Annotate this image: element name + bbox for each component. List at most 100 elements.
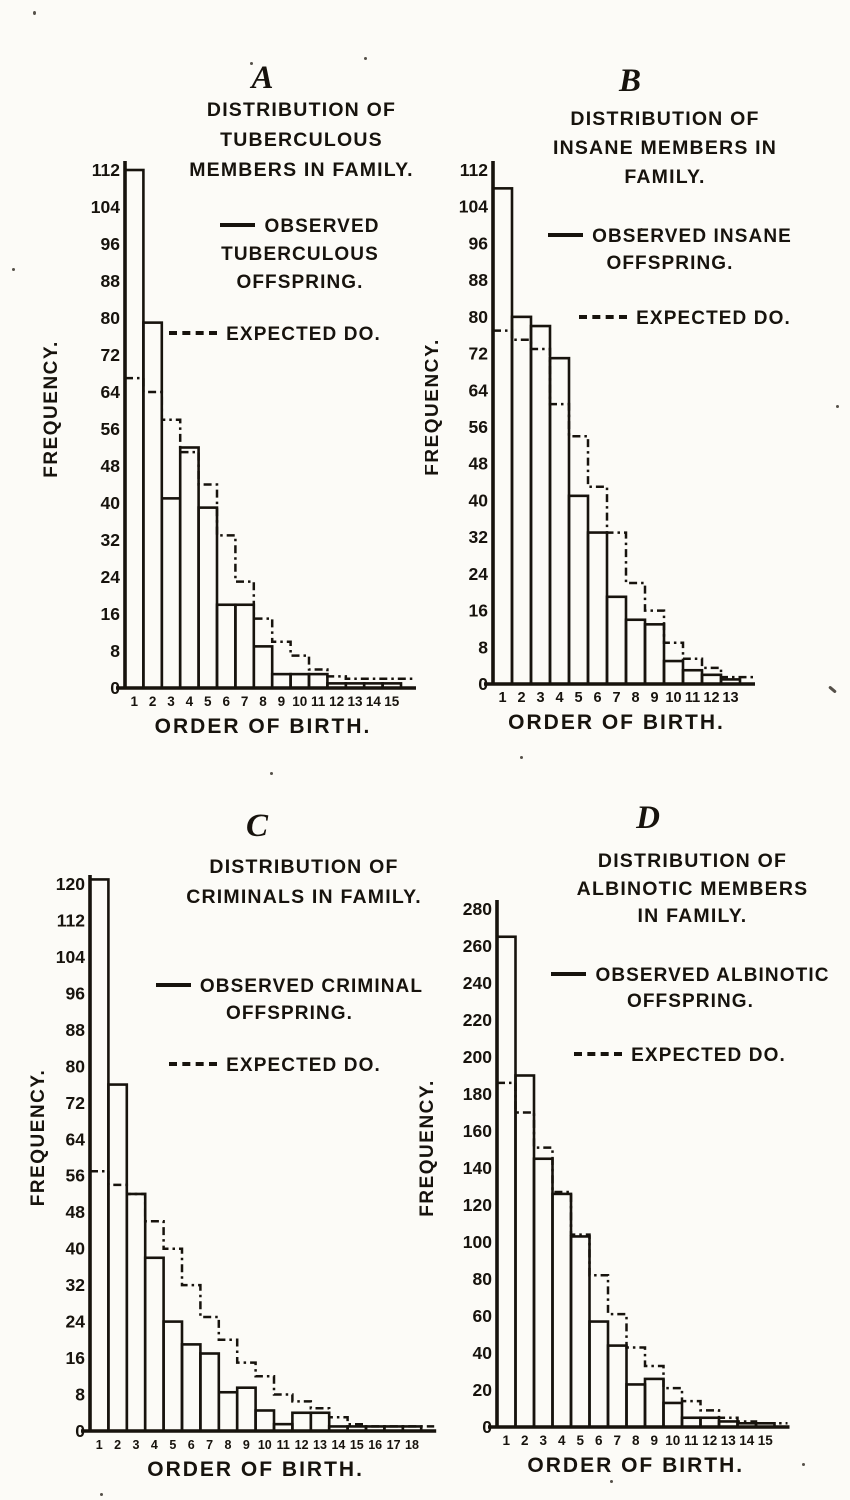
expected-steps-line xyxy=(493,329,753,679)
y-tick-label: 80 xyxy=(469,307,489,327)
scan-speckle xyxy=(12,268,15,271)
observed-bar xyxy=(510,315,533,686)
observed-bar xyxy=(88,878,110,1433)
y-tick-label: 80 xyxy=(473,1269,493,1289)
expected-line-marker xyxy=(169,330,218,335)
x-tick-label: 15 xyxy=(350,1438,364,1452)
chart-a-title-line-1: DISTRIBUTION OF xyxy=(206,99,397,121)
x-tick-label: 7 xyxy=(612,690,620,706)
observed-bars xyxy=(123,168,403,690)
chart-c-legend-expected: EXPECTED DO. xyxy=(115,1052,435,1079)
panel-d: 280 260 240 220 200 180 160 140 120 100 80 60 40 20 0 1… xyxy=(415,788,850,1500)
y-tick-label: 112 xyxy=(92,160,120,180)
y-tick-label: 112 xyxy=(460,160,488,180)
y-tick-label: 64 xyxy=(66,1129,86,1149)
chart-a-legend-expected: EXPECTED DO. xyxy=(105,321,445,348)
y-tick-label: 88 xyxy=(469,270,489,290)
x-axis-label: ORDER OF BIRTH. xyxy=(508,711,725,734)
y-tick-label: 72 xyxy=(469,344,489,364)
x-tick-label: 6 xyxy=(595,1433,603,1448)
y-tick-label: 8 xyxy=(478,637,488,657)
x-axis-label: ORDER OF BIRTH. xyxy=(155,715,372,738)
x-tick-label: 4 xyxy=(151,1438,158,1452)
observed-bar xyxy=(143,1256,165,1433)
y-tick-label: 260 xyxy=(463,936,492,956)
x-tick-label: 9 xyxy=(650,690,658,706)
y-tick-label: 40 xyxy=(473,1343,493,1363)
x-tick-label: 14 xyxy=(366,694,382,709)
observed-bar xyxy=(199,1352,221,1433)
x-tick-label: 15 xyxy=(384,694,400,709)
x-tick-label: 14 xyxy=(739,1433,755,1448)
legend-observed-label-2: OFFSPRING. xyxy=(626,991,755,1012)
y-tick-label: 120 xyxy=(463,1195,492,1215)
panel-a-letter: A xyxy=(251,60,274,96)
chart-b-title-line-1: DISTRIBUTION OF xyxy=(570,108,760,130)
y-tick-label: 104 xyxy=(91,197,120,217)
y-tick-label: 56 xyxy=(101,419,121,439)
x-tick-label: 1 xyxy=(502,1433,510,1448)
y-tick-label: 48 xyxy=(66,1202,86,1222)
observed-bar xyxy=(254,1409,276,1433)
y-axis-label: FREQUENCY. xyxy=(425,338,443,475)
chart-c-title: DISTRIBUTION OF CRIMINALS IN FAMILY. xyxy=(148,852,460,912)
y-axis-label: FREQUENCY. xyxy=(417,1079,438,1216)
scan-speckle xyxy=(520,756,523,759)
y-tick-label: 0 xyxy=(110,678,120,698)
observed-bar xyxy=(142,321,164,690)
chart-d-title-line-1: DISTRIBUTION OF xyxy=(597,850,788,872)
x-tick-label: 12 xyxy=(702,1433,717,1448)
y-tick-label: 24 xyxy=(469,564,489,584)
chart-b-title: DISTRIBUTION OF INSANE MEMBERS IN FAMILY… xyxy=(510,105,820,192)
legend-observed-label-2: OFFSPRING. xyxy=(225,1003,354,1024)
y-tick-label: 40 xyxy=(101,493,121,513)
x-tick-label: 1 xyxy=(498,690,506,706)
y-tick-label: 32 xyxy=(66,1275,86,1295)
x-tick-label: 13 xyxy=(313,1438,327,1452)
x-axis-label: ORDER OF BIRTH. xyxy=(147,1458,364,1481)
observed-bar xyxy=(643,1377,665,1429)
x-tick-label: 7 xyxy=(206,1438,213,1452)
observed-bar xyxy=(160,497,182,690)
observed-bar xyxy=(180,1343,202,1433)
legend-observed-label-1: OBSERVED ALBINOTIC xyxy=(595,965,830,986)
y-tick-label: 280 xyxy=(463,899,492,919)
observed-bar xyxy=(532,1157,554,1429)
y-tick-label: 8 xyxy=(75,1385,85,1405)
observed-bar xyxy=(717,1420,739,1429)
y-tick-label: 56 xyxy=(66,1166,86,1186)
y-tick-label: 24 xyxy=(101,567,121,587)
chart-a-title: DISTRIBUTION OF TUBERCULOUS MEMBERS IN F… xyxy=(148,95,455,185)
legend-expected-label: EXPECTED DO. xyxy=(226,1055,381,1076)
y-tick-label: 24 xyxy=(66,1312,86,1332)
y-tick-label: 0 xyxy=(482,1417,492,1437)
observed-bars xyxy=(491,187,742,686)
y-tick-label: 80 xyxy=(101,308,121,328)
x-tick-label: 9 xyxy=(243,1438,250,1452)
y-tick-label: 32 xyxy=(469,527,489,547)
x-tick-label: 10 xyxy=(665,690,681,706)
chart-d-legend-observed: OBSERVED ALBINOTIC OFFSPRING. xyxy=(523,963,850,1015)
observed-bar xyxy=(327,1425,349,1433)
legend-expected-label: EXPECTED DO. xyxy=(631,1045,786,1066)
y-tick-label: 48 xyxy=(101,456,121,476)
y-tick-label: 96 xyxy=(101,234,121,254)
observed-bar xyxy=(362,682,384,690)
observed-bar xyxy=(234,603,256,690)
observed-bar xyxy=(719,678,742,686)
observed-bar xyxy=(736,1421,758,1429)
observed-bar xyxy=(605,595,628,686)
x-tick-label: 13 xyxy=(347,694,363,709)
legend-observed-label-1: OBSERVED INSANE xyxy=(592,226,792,247)
x-tick-label: 6 xyxy=(188,1438,195,1452)
x-tick-label: 1 xyxy=(96,1438,103,1452)
observed-bar xyxy=(662,1401,684,1429)
observed-bars xyxy=(495,935,776,1429)
x-axis-label: ORDER OF BIRTH. xyxy=(527,1454,744,1477)
chart-c-title-line-1: DISTRIBUTION OF xyxy=(209,856,399,878)
observed-bar xyxy=(178,446,200,690)
